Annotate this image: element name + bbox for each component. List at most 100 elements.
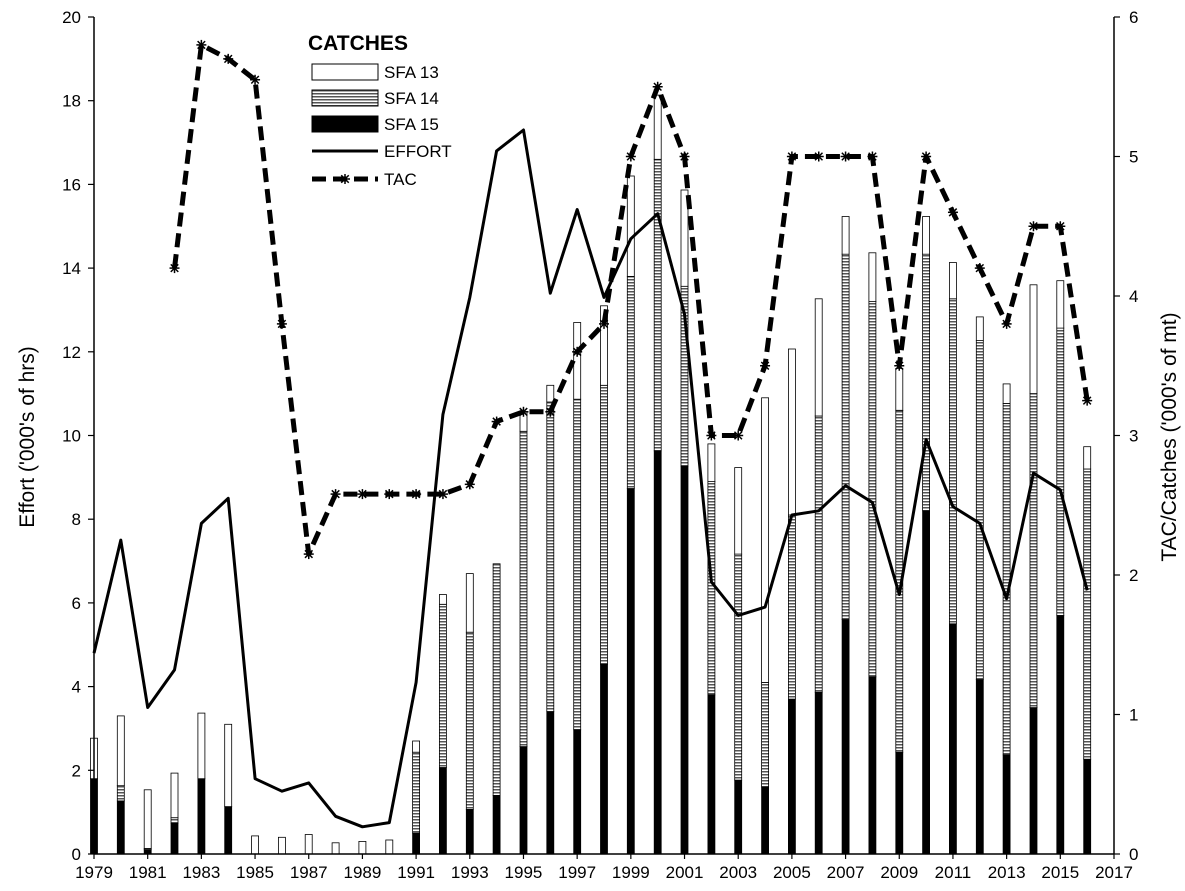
- tac-marker-2013: [1001, 318, 1012, 329]
- bar-sfa13-1980: [116, 715, 125, 787]
- x-tick-label: 1995: [505, 863, 543, 882]
- bar-sfa13-1982: [170, 772, 179, 819]
- right-tick-label: 2: [1129, 566, 1138, 585]
- bar-sfa13-1998: [600, 305, 608, 386]
- bar-sfa13-2002: [707, 443, 716, 482]
- x-tick-label: 2015: [1041, 863, 1079, 882]
- tac-marker-1993: [464, 479, 475, 490]
- y-axis-left-title: Effort ('000's of hrs): [16, 346, 39, 528]
- bar-sfa14-2014: [1029, 393, 1038, 709]
- bar-sfa14-2013: [1002, 402, 1011, 756]
- bar-sfa14-2002: [707, 481, 716, 696]
- left-tick-label: 0: [72, 845, 81, 864]
- bar-sfa13-1981: [143, 789, 152, 849]
- tac-marker-1985: [250, 74, 261, 85]
- x-tick-label: 2003: [719, 863, 757, 882]
- right-tick-label: 6: [1129, 8, 1138, 27]
- tac-marker-1999: [625, 151, 636, 162]
- bar-sfa14-2004: [761, 682, 769, 788]
- bar-sfa15-2001: [680, 465, 689, 855]
- bar-sfa13-1999: [626, 175, 635, 277]
- tac-marker-1986: [276, 318, 287, 329]
- bar-sfa15-1996: [546, 711, 555, 855]
- bar-sfa14-1996: [546, 401, 555, 713]
- tac-marker-2016: [1082, 395, 1093, 406]
- tac-marker-1996: [545, 406, 556, 417]
- bar-sfa13-2001: [680, 189, 689, 287]
- tac-marker-2001: [679, 151, 690, 162]
- bar-sfa13-1985: [251, 835, 260, 855]
- x-tick-label: 2005: [773, 863, 811, 882]
- legend-item-sfa15: SFA 15: [311, 115, 439, 134]
- bar-sfa15-2003: [734, 779, 743, 855]
- bar-sfa13-2013: [1002, 383, 1011, 404]
- bar-sfa15-1998: [600, 663, 608, 855]
- bar-sfa15-2006: [814, 691, 823, 855]
- bar-sfa13-2010: [922, 216, 930, 255]
- bar-sfa13-2004: [761, 397, 769, 683]
- x-tick-label: 1983: [182, 863, 220, 882]
- tac-marker-1991: [411, 489, 422, 500]
- legend: CATCHES SFA 13 SFA 14 SFA 15 EFFORT TAC: [308, 32, 452, 189]
- tac-marker-1992: [437, 489, 448, 500]
- bar-sfa13-2008: [868, 252, 877, 303]
- x-tick-label: 2017: [1095, 863, 1133, 882]
- bar-sfa14-2003: [734, 553, 743, 781]
- bar-sfa14-2000: [653, 158, 662, 452]
- x-tick-label: 1989: [344, 863, 382, 882]
- tac-marker-2015: [1055, 221, 1066, 232]
- bar-sfa15-2010: [922, 510, 930, 855]
- bar-sfa15-1992: [438, 767, 447, 855]
- tac-marker-2009: [894, 360, 905, 371]
- x-tick-label: 2011: [935, 863, 972, 882]
- tac-marker-1994: [491, 416, 502, 427]
- bar-sfa15-2005: [788, 698, 796, 855]
- x-tick-label: 1981: [129, 863, 167, 882]
- x-tick-label: 1999: [612, 863, 650, 882]
- bar-sfa15-2009: [895, 751, 904, 855]
- bar-sfa14-2006: [814, 415, 823, 693]
- tac-marker-2003: [733, 430, 744, 441]
- bar-sfa13-1997: [573, 322, 582, 400]
- bar-sfa14-2010: [922, 253, 930, 512]
- tac-marker-1982: [169, 263, 180, 274]
- legend-swatch-sfa14: [311, 89, 379, 107]
- bar-sfa13-1993: [465, 573, 474, 633]
- bar-sfa15-2011: [949, 623, 957, 855]
- left-tick-label: 2: [72, 761, 81, 780]
- legend-title: CATCHES: [308, 32, 408, 55]
- bar-sfa15-1994: [492, 795, 501, 855]
- bar-sfa13-1989: [358, 841, 367, 855]
- bar-sfa14-2008: [868, 301, 877, 678]
- bar-sfa13-1984: [224, 723, 233, 807]
- legend-tac-marker: [340, 174, 350, 184]
- legend-label-effort: EFFORT: [384, 142, 452, 161]
- tac-marker-2006: [813, 151, 824, 162]
- bar-sfa13-1990: [385, 839, 394, 855]
- bar-sfa14-2007: [841, 253, 850, 621]
- left-tick-label: 18: [62, 92, 81, 111]
- tac-marker-2008: [867, 151, 878, 162]
- right-tick-label: 1: [1129, 706, 1138, 725]
- legend-item-tac: TAC: [312, 170, 417, 189]
- bar-sfa15-2013: [1002, 754, 1011, 855]
- bar-sfa14-1993: [465, 631, 474, 810]
- x-tick-label: 1993: [451, 863, 489, 882]
- right-tick-label: 5: [1129, 148, 1138, 167]
- tac-marker-2010: [921, 151, 932, 162]
- left-tick-label: 8: [72, 510, 81, 529]
- bars-layer: [90, 94, 1092, 855]
- bar-sfa13-2003: [734, 467, 743, 555]
- bar-sfa15-1980: [116, 800, 125, 855]
- left-tick-label: 6: [72, 594, 81, 613]
- bar-sfa14-2016: [1083, 468, 1092, 760]
- tac-marker-2014: [1028, 221, 1039, 232]
- bar-sfa14-2011: [949, 298, 957, 625]
- bar-sfa15-1991: [412, 832, 421, 855]
- tac-marker-2011: [947, 207, 958, 218]
- y-axis-right-title: TAC/Catches ('000's of mt): [1158, 312, 1181, 561]
- left-tick-label: 20: [62, 8, 81, 27]
- bar-sfa13-2009: [895, 368, 904, 411]
